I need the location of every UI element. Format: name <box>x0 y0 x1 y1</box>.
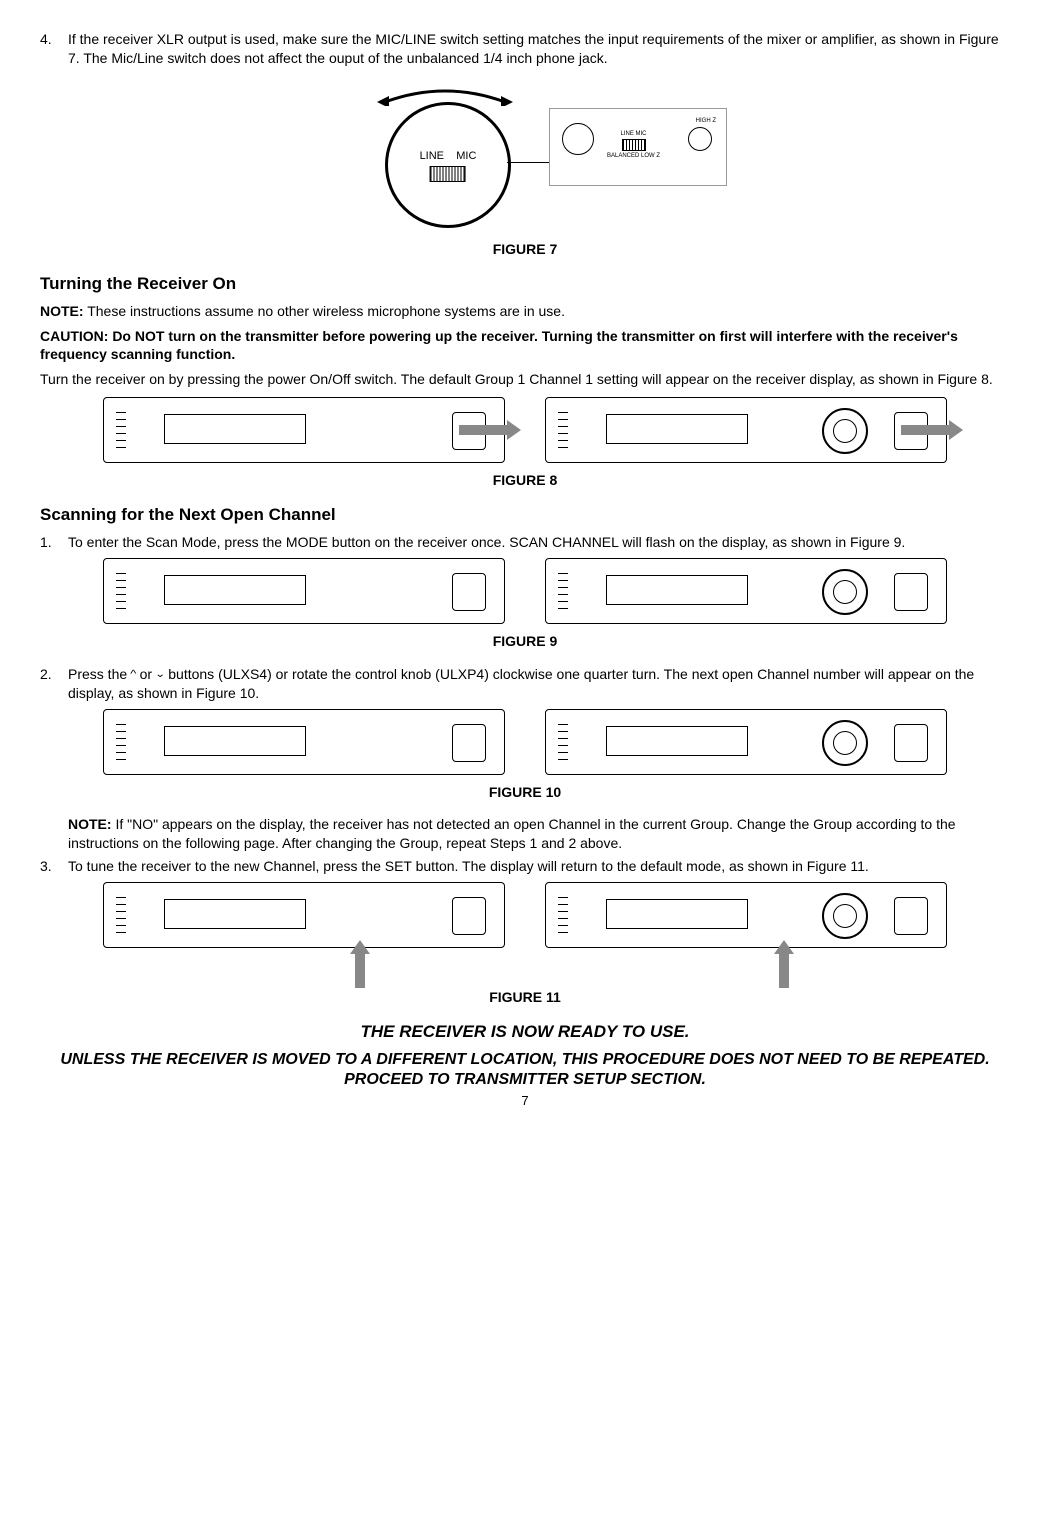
scan-step-3: 3. To tune the receiver to the new Chann… <box>40 857 1010 876</box>
arrow-icon <box>901 425 951 435</box>
turning-on-caution: CAUTION: Do NOT turn on the transmitter … <box>40 327 1010 365</box>
receiver-ulxp4-icon <box>545 397 947 463</box>
dial-mic-label: MIC <box>456 150 476 162</box>
mic-line-switch-icon <box>430 166 466 182</box>
page-number: 7 <box>40 1092 1010 1110</box>
receiver-ulxs4-icon <box>103 397 505 463</box>
down-caret-icon: ⌄ <box>155 668 166 682</box>
step-4-text: If the receiver XLR output is used, make… <box>68 30 1010 68</box>
figure-8-diagram <box>40 397 1010 463</box>
figure-9-diagram <box>40 558 1010 624</box>
arrow-icon <box>779 952 789 988</box>
scan-step-1: 1. To enter the Scan Mode, press the MOD… <box>40 533 1010 552</box>
figure-11-caption: FIGURE 11 <box>40 988 1010 1007</box>
scan-step-2: 2. Press the ^ or ⌄ buttons (ULXS4) or r… <box>40 665 1010 703</box>
step-4-number: 4. <box>40 30 68 68</box>
figure-9-caption: FIGURE 9 <box>40 632 1010 651</box>
heading-scanning: Scanning for the Next Open Channel <box>40 504 1010 527</box>
rear-panel-diagram: LINE MIC BALANCED LOW Z HIGH Z <box>549 108 727 186</box>
arrow-icon <box>459 425 509 435</box>
figure-10-diagram <box>40 709 1010 775</box>
turning-on-note: NOTE: These instructions assume no other… <box>40 302 1010 321</box>
dial-line-label: LINE <box>420 150 444 162</box>
final-ready-text: THE RECEIVER IS NOW READY TO USE. <box>40 1021 1010 1044</box>
figure-7-caption: FIGURE 7 <box>40 240 1010 259</box>
figure-10-caption: FIGURE 10 <box>40 783 1010 802</box>
arrow-icon <box>355 952 365 988</box>
heading-turning-on: Turning the Receiver On <box>40 273 1010 296</box>
turning-on-body: Turn the receiver on by pressing the pow… <box>40 370 1010 389</box>
figure-7-diagram: LINE MIC LINE MIC BALANCED LOW Z HIGH Z <box>40 72 1010 232</box>
figure-11-diagram <box>40 882 1010 988</box>
scan-note: NOTE: If "NO" appears on the display, th… <box>68 815 1010 853</box>
xlr-connector-icon <box>562 123 594 155</box>
final-instruction-text: UNLESS THE RECEIVER IS MOVED TO A DIFFER… <box>60 1050 990 1090</box>
quarter-inch-jack-icon <box>688 127 712 151</box>
up-caret-icon: ^ <box>130 668 136 682</box>
step-4: 4. If the receiver XLR output is used, m… <box>40 30 1010 68</box>
figure-8-caption: FIGURE 8 <box>40 471 1010 490</box>
